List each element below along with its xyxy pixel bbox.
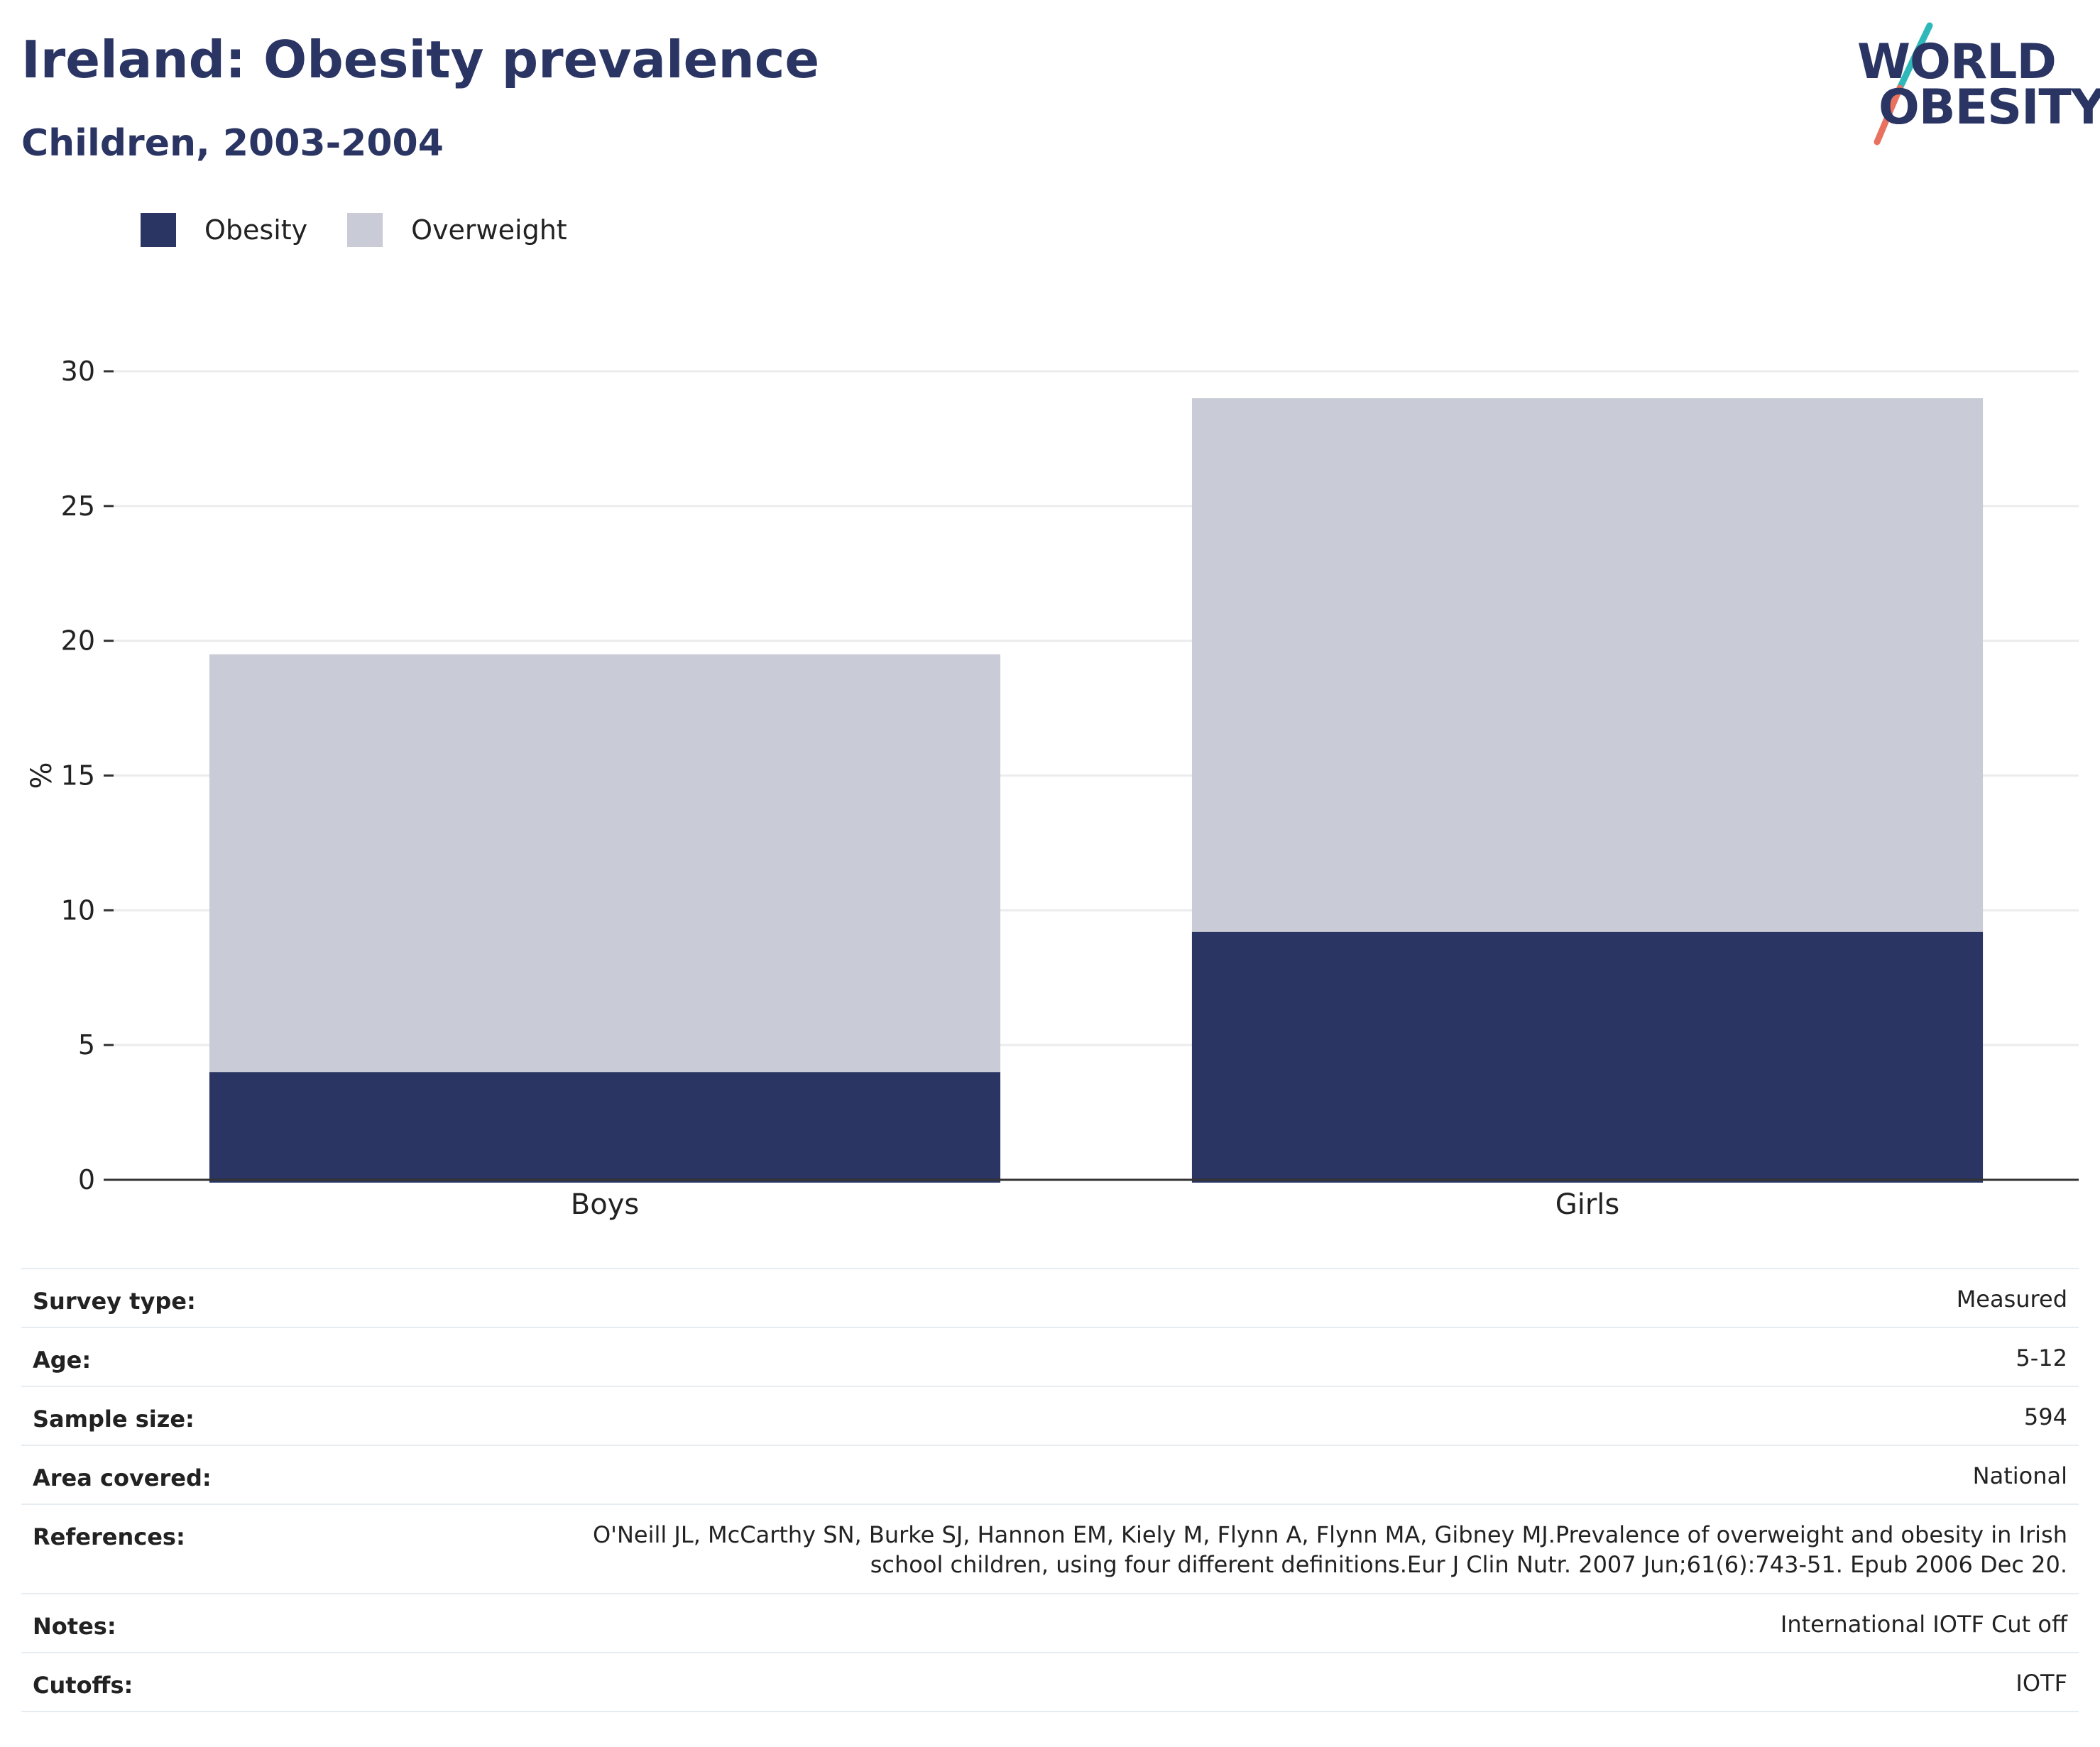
legend-label-overweight: Overweight bbox=[411, 214, 567, 246]
logo-word-obesity: OBESITY bbox=[1878, 80, 2100, 136]
bar-overweight-girls bbox=[1191, 398, 1984, 932]
survey-metadata-table: Survey type: Measured Age: 5-12 Sample size:… bbox=[21, 1268, 2079, 1712]
legend-swatch-obesity bbox=[141, 213, 176, 247]
metadata-value: 594 bbox=[2023, 1403, 2067, 1430]
metadata-key: Survey type: bbox=[33, 1288, 196, 1315]
bar-obesity-boys bbox=[209, 1072, 1001, 1183]
metadata-row: Cutoffs: IOTF bbox=[21, 1652, 2079, 1711]
metadata-value: Measured bbox=[1956, 1286, 2067, 1313]
y-tick-label: 25 bbox=[61, 491, 95, 522]
metadata-key: Cutoffs: bbox=[33, 1672, 133, 1699]
world-obesity-logo: WORLD OBESITY bbox=[1846, 20, 2100, 148]
y-tick-label: 5 bbox=[78, 1029, 95, 1061]
metadata-value: 5-12 bbox=[2016, 1345, 2067, 1371]
metadata-key: Area covered: bbox=[33, 1464, 212, 1491]
y-tick-label: 30 bbox=[61, 356, 95, 387]
x-tick-label: Girls bbox=[1555, 1188, 1620, 1221]
bar-chart: 0 5 10 15 20 25 30% Boys Girls bbox=[26, 356, 2079, 1221]
logo-word-world: WORLD bbox=[1857, 34, 2057, 90]
metadata-row: Sample size: 594 bbox=[21, 1386, 2079, 1445]
metadata-value: National bbox=[1972, 1462, 2067, 1489]
legend-item-overweight[interactable]: Overweight bbox=[347, 213, 567, 247]
metadata-value: O'Neill JL, McCarthy SN, Burke SJ, Hanno… bbox=[592, 1521, 2067, 1578]
legend-swatch-overweight bbox=[347, 213, 383, 247]
metadata-value: IOTF bbox=[2016, 1670, 2067, 1697]
metadata-row: Age: 5-12 bbox=[21, 1327, 2079, 1386]
metadata-key: Notes: bbox=[33, 1613, 116, 1640]
legend-item-obesity[interactable]: Obesity bbox=[141, 213, 307, 247]
chart-subtitle: Children, 2003-2004 bbox=[21, 122, 444, 165]
chart-legend: Obesity Overweight bbox=[141, 212, 607, 248]
y-tick-label: 20 bbox=[61, 625, 95, 657]
logo-slash-icon bbox=[1874, 22, 1933, 146]
metadata-row: Area covered: National bbox=[21, 1445, 2079, 1504]
metadata-key: Sample size: bbox=[33, 1406, 195, 1433]
bar-obesity-girls bbox=[1191, 931, 1984, 1183]
y-tick-label: 0 bbox=[78, 1164, 95, 1195]
y-tick-label: 10 bbox=[61, 894, 95, 926]
metadata-row: Survey type: Measured bbox=[21, 1268, 2079, 1327]
y-tick-label: 15 bbox=[61, 760, 95, 792]
metadata-key: References: bbox=[33, 1523, 185, 1550]
legend-label-obesity: Obesity bbox=[204, 214, 308, 246]
metadata-key: Age: bbox=[33, 1347, 92, 1374]
chart-title: Ireland: Obesity prevalence bbox=[21, 30, 820, 89]
metadata-value: International IOTF Cut off bbox=[1780, 1611, 2067, 1638]
table-bottom-border bbox=[21, 1711, 2079, 1712]
x-tick-label: Boys bbox=[571, 1188, 639, 1221]
metadata-row: Notes: International IOTF Cut off bbox=[21, 1593, 2079, 1652]
bar-overweight-boys bbox=[209, 654, 1001, 1073]
metadata-row: References: O'Neill JL, McCarthy SN, Burk… bbox=[21, 1504, 2079, 1593]
y-axis-label: % bbox=[26, 762, 58, 789]
